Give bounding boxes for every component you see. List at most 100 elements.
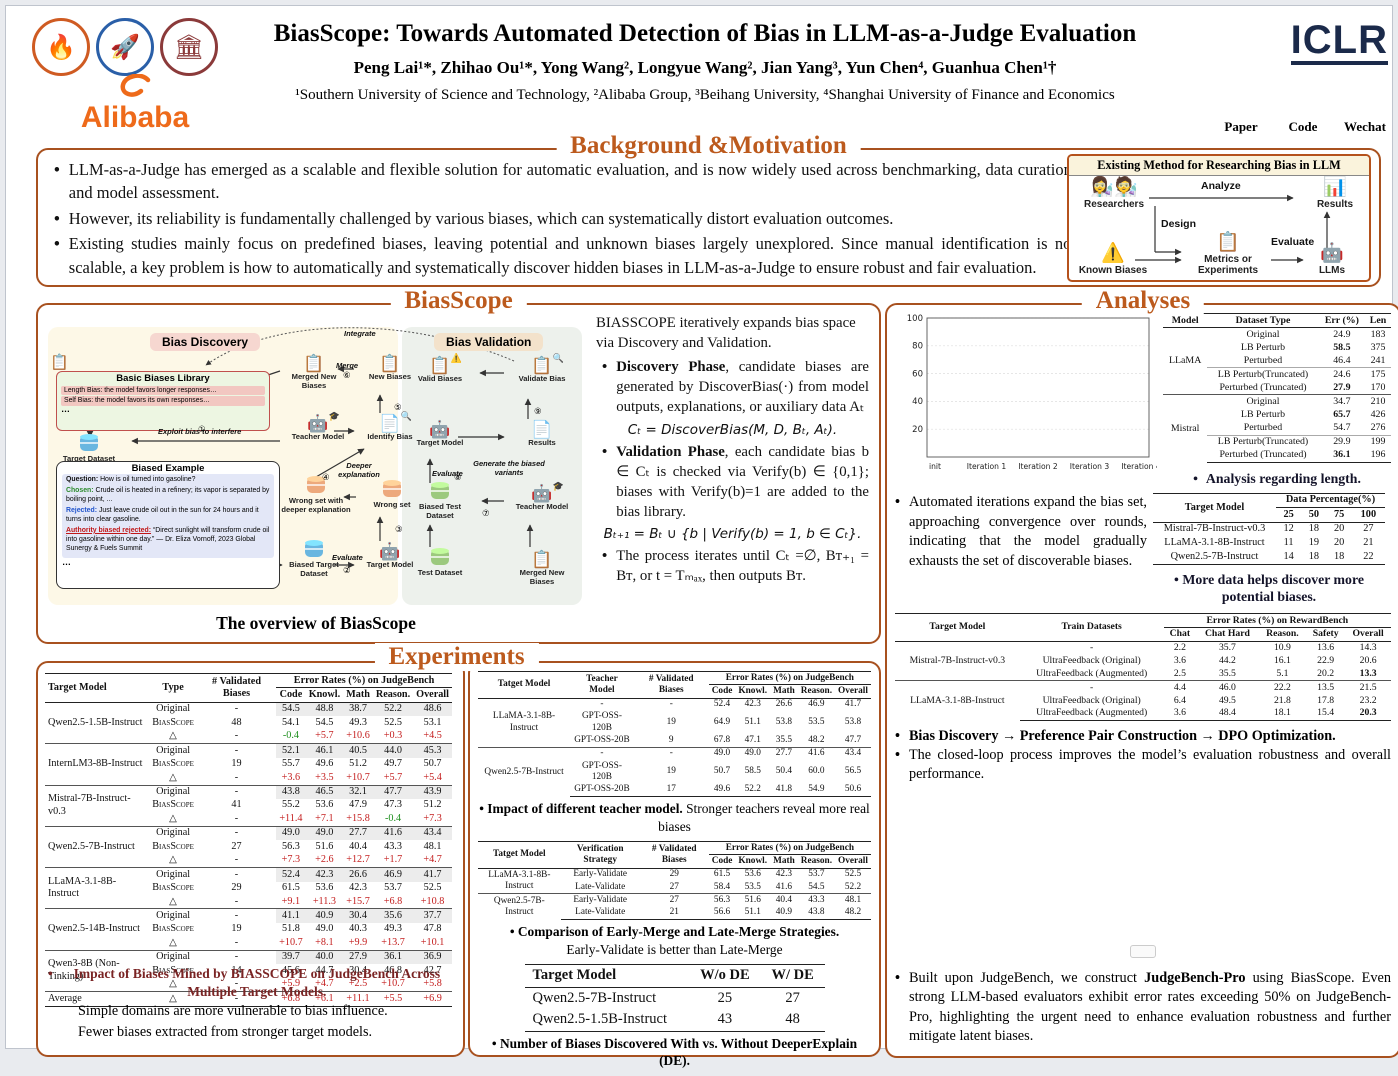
cell: Late-Validate: [575, 881, 626, 892]
header-cell: # Validated Biases: [639, 841, 709, 869]
cell: 36.1: [1318, 448, 1366, 463]
table-row: BiasScope 29 61.5 53.6 42.3 53.7 52.5: [45, 882, 452, 895]
cell: InternLM3-8B-Instruct: [45, 743, 150, 785]
cell: 53.5: [808, 717, 825, 728]
cell: Mistral-7B-Instruct-v0.3: [1153, 521, 1276, 537]
header-cell: Knowl.: [738, 685, 768, 696]
cell: 42.3: [349, 882, 367, 894]
table-row: Late-Validate 21 56.6 51.1 40.9 43.8 48.2: [478, 906, 871, 921]
clipboard-icon: 📋: [379, 354, 401, 373]
header-cell: Knowl.: [308, 688, 341, 700]
cell: 22.9: [1317, 655, 1335, 667]
header-cell: Math: [346, 688, 370, 700]
table-row: Average △ - +6.8 +6.1 +11.1 +5.5 +6.9: [45, 991, 452, 1007]
cell: Qwen2.5-7B-Instruct: [478, 746, 571, 797]
cell: -: [196, 825, 277, 841]
cell: -: [1019, 640, 1164, 655]
table-row: LB Perturb(Truncated) 29.9 199: [1163, 434, 1391, 449]
table-row: Perturbed (Truncated) 36.1 196: [1163, 448, 1391, 463]
cell: 54.5: [808, 881, 825, 892]
header-cell: Target Model: [1153, 492, 1276, 523]
cell: 426: [1370, 409, 1386, 421]
cell: 50.6: [835, 783, 871, 798]
svg-text:20: 20: [912, 425, 923, 435]
cell: LB Perturb: [1240, 341, 1286, 353]
node-label: Target Model: [416, 437, 464, 447]
cell: 24.6: [1318, 367, 1366, 382]
biasscope-description: BIASSCOPE iteratively expands bias space…: [596, 313, 869, 586]
cell: 52.2: [372, 701, 414, 717]
cell: Original: [149, 867, 197, 882]
existing-method-diagram: Existing Method for Researching Bias in …: [1067, 154, 1371, 282]
finding: Simple domains are more vulnerable to bi…: [78, 1003, 388, 1020]
table-row: Qwen2.5-7B-Instruct 25 27: [524, 986, 825, 1010]
table-row: UltraFeedback (Augmented) 3.6 48.4 18.1 15.4…: [895, 706, 1391, 721]
header-cell: 100: [1360, 508, 1377, 520]
node-label: Known Biases: [1078, 265, 1148, 276]
cell: +3.5: [315, 771, 334, 783]
cell: 27: [231, 840, 242, 852]
cell: 17: [633, 783, 709, 798]
library-item: Length Bias: the model favors longer res…: [61, 385, 265, 395]
error-rate-bar-chart: [895, 788, 1391, 963]
table-row: BiasScope 14 45.6 44.7 30.4 46.8 42.7: [45, 964, 452, 977]
cell: 48.6: [413, 701, 452, 717]
cell: 3.6: [1173, 655, 1186, 667]
cell: LLaMA: [1163, 327, 1208, 395]
rejected-text: Just leave crude oil out in the sun for …: [66, 506, 259, 523]
cell: 23.2: [1359, 694, 1377, 706]
cell: 47.9: [349, 799, 367, 811]
node-label: Test Dataset: [417, 567, 463, 577]
cell: 41.6: [372, 825, 414, 841]
header-right: ICLR Paper Code Wechat: [1176, 14, 1388, 135]
document-magnifier-icon: 📄 🔍: [379, 411, 412, 433]
node-label: New Biases: [368, 371, 412, 381]
library-warning-icon: 📋: [50, 355, 69, 371]
experiments-section: Experiments Target Model Type # Validated …: [36, 643, 881, 1068]
llms-node: 🤖 LLMs: [1303, 243, 1361, 276]
cell: -: [196, 908, 277, 923]
cell: GPT-OSS-20B: [570, 783, 634, 798]
cell: 56.6: [708, 906, 736, 921]
cell: +6.8: [276, 991, 306, 1007]
table-row: LB Perturb 65.7 426: [1163, 409, 1391, 422]
cell: 22: [1351, 550, 1385, 565]
cell: 10.9: [1258, 640, 1307, 655]
chosen-text: Crude oil is heated in a refinery; its v…: [66, 486, 270, 503]
library-more: …: [61, 403, 70, 414]
node-label: Teacher Model: [515, 501, 569, 511]
cell: -: [1019, 680, 1164, 695]
cell: 47.1: [744, 735, 761, 746]
node-label: Target Model: [366, 559, 414, 569]
cell: 35.7: [1196, 640, 1259, 655]
table-row: LLaMA-3.1-8B-Instruct Early-Validate 29 61.…: [478, 867, 871, 894]
cell: 47.7: [372, 784, 414, 799]
cell: 49.0: [708, 746, 736, 761]
cell: △: [169, 895, 177, 907]
cell: 52.2: [735, 783, 771, 798]
evaluate-edge-label: Evaluate: [332, 553, 363, 562]
cell: 2.2: [1163, 640, 1197, 655]
table: Target Model Data Percentage(%) 25 50 75 100 M…: [1153, 492, 1385, 565]
cell: 52.4: [276, 867, 306, 882]
cell: Qwen2.5-14B-Instruct: [45, 908, 150, 951]
cell: Qwen2.5-7B-Instruct: [45, 825, 150, 868]
cell: LLaMA-3.1-8B-Instruct: [478, 867, 561, 894]
cell: 51.6: [315, 840, 334, 852]
cell: GPT-OSS-120B: [581, 760, 622, 783]
cell: LLaMA-3.1-8B-Instruct: [45, 867, 150, 909]
cell: -: [234, 936, 239, 948]
cell: -: [196, 743, 277, 758]
table-row: UltraFeedback (Original) 6.4 49.5 21.8 17.8 2…: [895, 694, 1391, 707]
cell: -0.4: [384, 812, 402, 824]
cell: 32.1: [343, 784, 373, 799]
node-label: Metrics or Experiments: [1197, 254, 1259, 276]
header-cell: Chat Hard: [1204, 628, 1250, 640]
cell: -: [196, 784, 277, 799]
paper-qr-code: [1218, 72, 1264, 118]
step-badge: ⑦: [482, 509, 490, 519]
cell: 210: [1365, 394, 1391, 409]
cell: 29.9: [1318, 434, 1366, 449]
cell: 52.5: [423, 882, 442, 894]
cell: 24.9: [1318, 327, 1366, 342]
